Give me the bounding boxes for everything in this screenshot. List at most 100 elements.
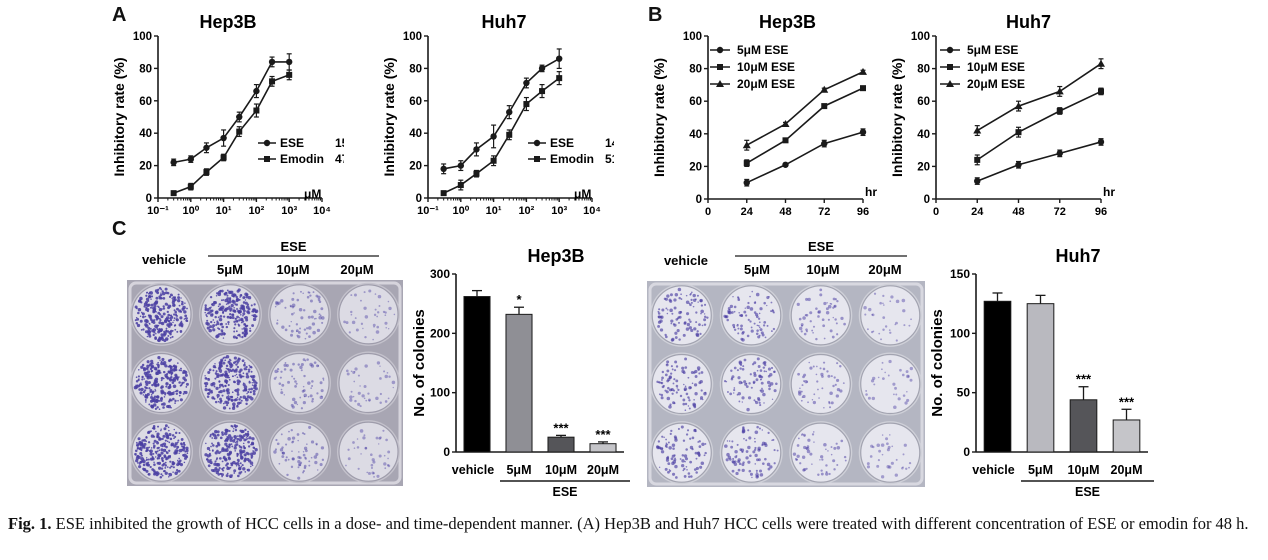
plate-hep3b-colony <box>226 294 229 297</box>
plate-huh7-colony <box>725 458 729 462</box>
b-huh7-legend-label: 5μM ESE <box>967 43 1018 57</box>
plate-hep3b-colony <box>185 382 189 386</box>
plate-huh7-colony <box>668 446 672 450</box>
plate-huh7-colony <box>871 396 876 401</box>
plate-huh7-colony <box>748 436 752 440</box>
plate-huh7-colony <box>807 438 811 442</box>
plate-huh7-colony <box>682 398 686 402</box>
plate-hep3b-colony <box>173 428 175 431</box>
b-huh7-data-point <box>974 156 981 163</box>
plate-huh7-colony <box>877 459 880 462</box>
plate-hep3b-colony <box>298 308 303 312</box>
b-hep3b-y-tick-label: 100 <box>683 31 702 43</box>
plate-hep3b-well <box>336 420 401 484</box>
c-huh7-category-label: 10μM <box>1068 463 1100 477</box>
plate-huh7-colony <box>882 304 885 306</box>
plate-hep3b-colony <box>302 358 306 361</box>
plate-hep3b-colony <box>207 378 211 381</box>
plate-hep3b-colony <box>148 323 151 325</box>
plate-hep3b-colony <box>297 476 301 480</box>
plate-hep3b-colony <box>321 395 323 398</box>
plate-huh7-colony <box>760 381 764 385</box>
a-huh7-data-point <box>473 146 480 153</box>
plate-huh7-colony <box>821 458 824 461</box>
plate-hep3b-colony <box>387 457 389 460</box>
plate-huh7-colony <box>723 380 727 383</box>
plate-hep3b-colony <box>233 469 237 473</box>
plate-hep3b-colony <box>291 312 294 316</box>
plate-huh7-colony <box>700 389 703 392</box>
plate-hep3b-colony <box>300 290 302 293</box>
plate-hep3b-colony <box>305 332 308 335</box>
plate-huh7-well-interior <box>790 353 851 415</box>
plate-hep3b-colony <box>251 310 254 313</box>
plate-huh7-colony <box>820 455 824 459</box>
plate-hep3b-colony <box>156 441 160 445</box>
plate-hep3b-colony <box>171 465 173 468</box>
plate-huh7-colony <box>870 379 875 383</box>
plate-huh7-colony <box>729 392 733 396</box>
plate-hep3b-colony <box>155 380 159 384</box>
plate-huh7-colony <box>745 382 748 385</box>
plate-hep3b-colony <box>231 445 234 448</box>
plate-hep3b-colony <box>146 303 150 308</box>
plate-huh7-colony <box>685 300 690 304</box>
plate-hep3b-colony <box>234 428 238 432</box>
plate-hep3b-colony <box>228 305 231 308</box>
plate-huh7-colony <box>684 409 687 412</box>
plate-huh7-colony <box>836 464 839 467</box>
plate-huh7-colony <box>738 400 741 403</box>
plate-hep3b-colony <box>291 303 296 308</box>
plate-hep3b-colony <box>153 380 156 383</box>
plate-huh7-colony <box>880 443 885 447</box>
plate-huh7-colony <box>674 360 678 364</box>
plate-hep3b-colony <box>225 381 228 384</box>
plate-hep3b-colony <box>291 436 296 440</box>
plate-hep3b-colony <box>242 372 245 375</box>
plate-hep3b-well <box>336 282 401 346</box>
plate-hep3b-well <box>336 351 401 415</box>
plate-huh7-colony <box>800 324 803 327</box>
plate-huh7-colony <box>673 458 677 462</box>
b-hep3b-data-point <box>782 161 789 168</box>
plate-huh7-colony <box>813 393 816 396</box>
plate-huh7-colony <box>881 453 884 456</box>
plate-hep3b-colony <box>246 324 249 327</box>
b-huh7-legend-marker <box>947 64 953 70</box>
plate-huh7-colony <box>760 389 764 393</box>
plate-hep3b-colony <box>363 306 367 310</box>
plate-hep3b-colony <box>169 460 172 463</box>
plate-hep3b-colony <box>376 315 379 318</box>
plate-hep3b-colony <box>152 333 155 337</box>
plate-hep3b-colony <box>318 316 322 320</box>
plate-hep3b-colony <box>302 450 305 453</box>
plate-hep3b-colony <box>135 459 139 463</box>
plate-hep3b-colony <box>359 385 361 387</box>
plate-hep3b-colony <box>156 406 159 409</box>
plate-hep3b-colony <box>231 316 235 320</box>
plate-huh7-colony <box>754 440 756 443</box>
plate-hep3b-colony <box>225 389 229 392</box>
plate-huh7-colony <box>835 378 840 382</box>
plate-hep3b-colony <box>294 380 297 383</box>
plate-hep3b-colony <box>234 437 237 440</box>
plate-huh7-colony <box>766 380 771 385</box>
plate-huh7-colony <box>696 451 701 456</box>
plate-huh7-colony <box>763 360 767 365</box>
plate-hep3b-colony <box>273 450 277 454</box>
plate-hep3b-colony <box>169 367 173 371</box>
plate-hep3b-colony <box>147 461 150 464</box>
plate-hep3b-colony <box>221 325 225 329</box>
plate-hep3b-colony <box>240 446 243 449</box>
plate-huh7-colony <box>680 463 685 468</box>
plate-hep3b-colony <box>310 315 314 319</box>
plate-huh7-colony <box>901 373 905 377</box>
plate-hep3b-colony <box>207 392 211 395</box>
a-hep3b-title: Hep3B <box>199 12 256 32</box>
plate-huh7-colony <box>665 458 670 462</box>
plate-huh7-colony <box>730 377 733 379</box>
plate-hep3b-colony <box>367 392 370 395</box>
plate-hep3b-colony <box>254 310 258 314</box>
plate-hep3b-colony <box>155 398 158 401</box>
